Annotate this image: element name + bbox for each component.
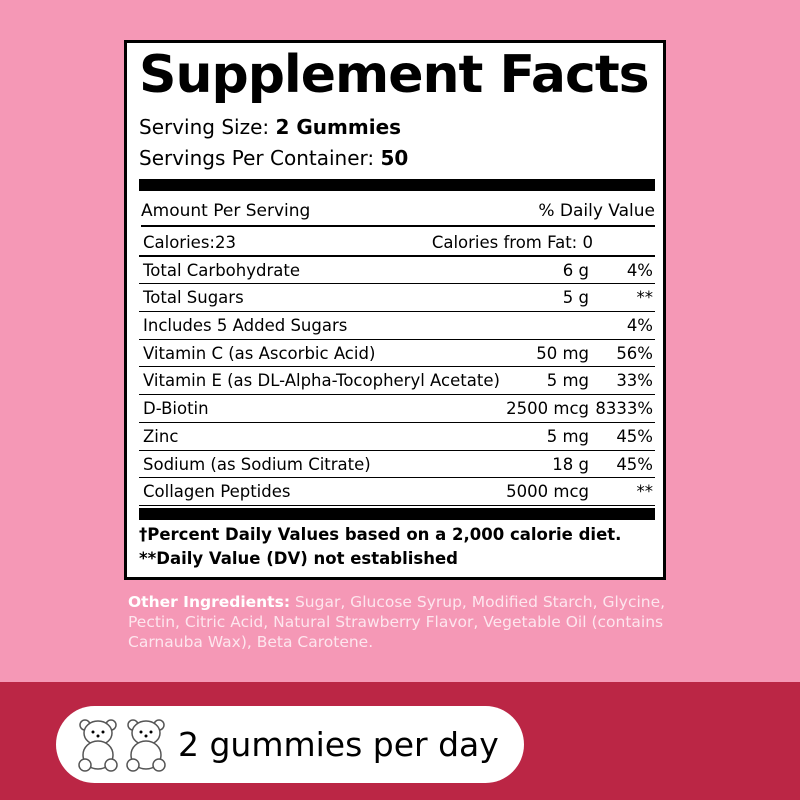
nutrient-dv: ** bbox=[636, 288, 654, 308]
nutrient-dv: 4% bbox=[626, 316, 653, 336]
footnote: **Daily Value (DV) not established bbox=[139, 549, 458, 568]
nutrient-name: Vitamin E (as DL-Alpha-Tocopheryl Acetat… bbox=[143, 371, 500, 391]
nutrient-amount: 18 g bbox=[552, 454, 589, 474]
serving-size: Serving Size: 2 Gummies bbox=[139, 115, 401, 139]
table-row: Zinc 5 mg 45% bbox=[139, 423, 655, 451]
nutrient-name: Zinc bbox=[143, 426, 179, 446]
dv-header: % Daily Value bbox=[538, 201, 655, 221]
servings-per-container: Servings Per Container: 50 bbox=[139, 146, 408, 170]
servings-value: 50 bbox=[380, 146, 409, 170]
table-row: Collagen Peptides 5000 mcg ** bbox=[139, 478, 655, 506]
supplement-facts-label: Supplement Facts Serving Size: 2 Gummies… bbox=[124, 40, 666, 580]
table-row: Total Carbohydrate 6 g 4% bbox=[139, 257, 655, 285]
ingredients-label: Other Ingredients: bbox=[128, 593, 291, 611]
gummy-bear-icon bbox=[78, 718, 118, 772]
footnotes: †Percent Daily Values based on a 2,000 c… bbox=[139, 523, 621, 571]
dosage-pill: 2 gummies per day bbox=[56, 706, 524, 783]
nutrient-dv: 45% bbox=[616, 426, 653, 446]
table-row: Includes 5 Added Sugars 4% bbox=[139, 312, 655, 340]
table-row: D-Biotin 2500 mcg 8333% bbox=[139, 395, 655, 423]
nutrient-dv: ** bbox=[636, 482, 654, 502]
ingredients-text: Sugar, Glucose Syrup, Modified Starch, G… bbox=[128, 593, 666, 651]
nutrient-amount: 5 mg bbox=[546, 426, 589, 446]
title: Supplement Facts bbox=[139, 45, 650, 105]
nutrient-table: Calories:23 Calories from Fat: 0 Total Car… bbox=[139, 229, 655, 506]
nutrient-name: D-Biotin bbox=[143, 399, 209, 419]
nutrient-dv: 8333% bbox=[595, 399, 653, 419]
gummy-bear-icon bbox=[126, 718, 166, 772]
footnote: †Percent Daily Values based on a 2,000 c… bbox=[139, 525, 622, 544]
table-row: Sodium (as Sodium Citrate) 18 g 45% bbox=[139, 451, 655, 479]
divider bbox=[139, 179, 655, 191]
other-ingredients: Other Ingredients: Sugar, Glucose Syrup,… bbox=[128, 592, 676, 652]
nutrient-name: Total Sugars bbox=[143, 288, 244, 308]
nutrient-amount: 6 g bbox=[562, 260, 589, 280]
divider bbox=[139, 508, 655, 520]
nutrient-amount: 5000 mcg bbox=[506, 482, 589, 502]
amount-header: Amount Per Serving bbox=[141, 201, 311, 221]
nutrient-dv: 45% bbox=[616, 454, 653, 474]
nutrient-name: Total Carbohydrate bbox=[143, 260, 300, 280]
nutrient-amount: 5 mg bbox=[546, 371, 589, 391]
nutrient-name: Sodium (as Sodium Citrate) bbox=[143, 454, 371, 474]
nutrient-name: Collagen Peptides bbox=[143, 482, 291, 502]
table-row: Total Sugars 5 g ** bbox=[139, 284, 655, 313]
nutrient-dv: 4% bbox=[626, 260, 653, 280]
table-row: Vitamin C (as Ascorbic Acid) 50 mg 56% bbox=[139, 340, 655, 368]
nutrient-amount: 2500 mcg bbox=[506, 399, 589, 419]
nutrient-name: Calories:23 bbox=[143, 233, 236, 252]
nutrient-name: Includes 5 Added Sugars bbox=[143, 316, 348, 336]
serving-size-value: 2 Gummies bbox=[275, 115, 402, 139]
servings-label: Servings Per Container: bbox=[139, 146, 375, 170]
nutrient-amount: 5 g bbox=[562, 288, 589, 308]
serving-size-label: Serving Size: bbox=[139, 115, 270, 139]
dosage-text: 2 gummies per day bbox=[178, 725, 499, 764]
table-header: Amount Per Serving % Daily Value bbox=[141, 197, 655, 227]
nutrient-dv: 56% bbox=[616, 343, 653, 363]
table-row: Calories:23 Calories from Fat: 0 bbox=[139, 229, 655, 257]
nutrient-dv: 33% bbox=[616, 371, 653, 391]
nutrient-amount: 50 mg bbox=[536, 343, 589, 363]
nutrient-amount: Calories from Fat: 0 bbox=[431, 233, 593, 252]
nutrient-name: Vitamin C (as Ascorbic Acid) bbox=[143, 343, 376, 363]
table-row: Vitamin E (as DL-Alpha-Tocopheryl Acetat… bbox=[139, 367, 655, 396]
